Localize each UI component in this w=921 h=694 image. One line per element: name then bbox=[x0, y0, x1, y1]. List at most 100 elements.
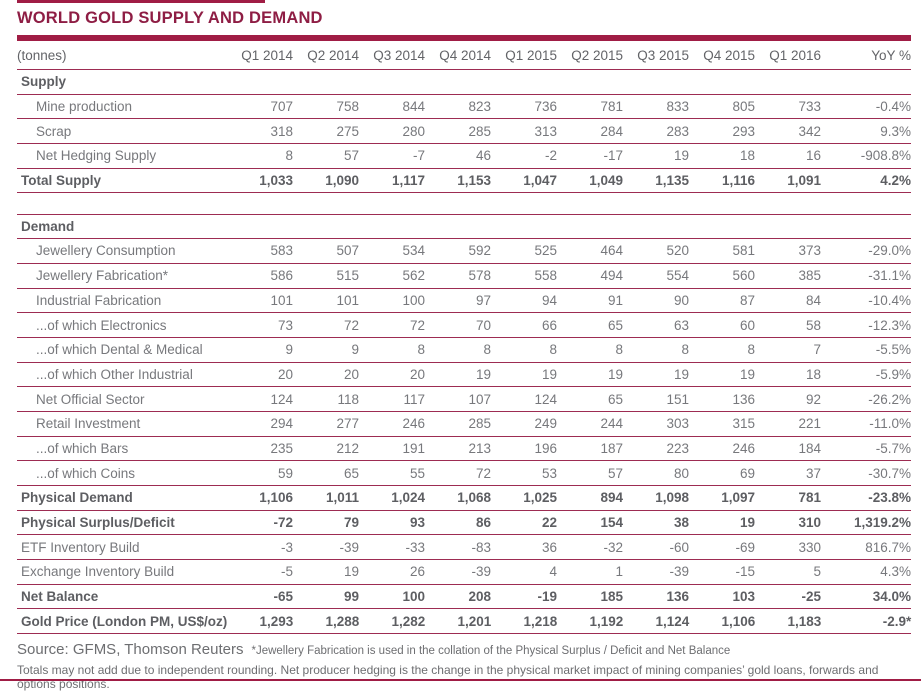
cell-value: 1,068 bbox=[457, 490, 491, 506]
cell-value: 8 bbox=[285, 148, 293, 164]
cell-value: 124 bbox=[270, 391, 293, 407]
footer: Source: GFMS, Thomson Reuters *Jewellery… bbox=[17, 641, 911, 691]
cell-value: 92 bbox=[805, 391, 821, 407]
cell-value: -17 bbox=[603, 148, 623, 164]
cell-value: 184 bbox=[798, 440, 821, 456]
cell-value: 72 bbox=[409, 317, 425, 333]
cell-value: -19 bbox=[537, 589, 557, 605]
cell-value: -23.8% bbox=[868, 490, 911, 506]
cell-value: 223 bbox=[666, 440, 689, 456]
top-edge-strip bbox=[17, 0, 265, 3]
source-line: Source: GFMS, Thomson Reuters *Jewellery… bbox=[17, 641, 911, 658]
cell-value: 525 bbox=[534, 243, 557, 259]
column-header: Q1 2016 bbox=[769, 47, 821, 63]
cell-value: 1,201 bbox=[457, 613, 492, 629]
cell-value: 1,011 bbox=[325, 490, 359, 506]
cell-value: 284 bbox=[600, 123, 623, 139]
cell-value: 520 bbox=[666, 243, 689, 259]
cell-value: 1,098 bbox=[655, 490, 689, 506]
cell-value: 833 bbox=[666, 99, 689, 115]
cell-value: -908.8% bbox=[860, 148, 911, 164]
table-row: ...of which Coins 59 65 55 72 53 57 80 69 37 -30.7… bbox=[17, 461, 911, 486]
cell-value: 581 bbox=[732, 243, 755, 259]
title-underline-bar bbox=[17, 35, 911, 41]
cell-value: 65 bbox=[607, 391, 623, 407]
table-row: Physical Surplus/Deficit -72 79 93 86 22 154 38… bbox=[17, 511, 911, 536]
cell-value: 303 bbox=[666, 416, 689, 432]
cell-value: -15 bbox=[735, 564, 755, 580]
cell-value: -5.9% bbox=[875, 366, 911, 382]
cell-value: 285 bbox=[468, 416, 491, 432]
cell-value: 53 bbox=[541, 465, 557, 481]
cell-value: 59 bbox=[277, 465, 293, 481]
page-title: WORLD GOLD SUPPLY AND DEMAND bbox=[17, 9, 323, 27]
cell-value: 313 bbox=[534, 123, 557, 139]
cell-value: 57 bbox=[607, 465, 623, 481]
row-label: Net Hedging Supply bbox=[36, 148, 157, 164]
cell-value: 19 bbox=[343, 564, 359, 580]
cell-value: -10.4% bbox=[868, 292, 911, 308]
cell-value: 213 bbox=[468, 440, 491, 456]
cell-value: -5.7% bbox=[875, 440, 911, 456]
cell-value: 151 bbox=[666, 391, 689, 407]
cell-value: 246 bbox=[402, 416, 425, 432]
cell-value: 507 bbox=[336, 243, 359, 259]
row-label: Physical Surplus/Deficit bbox=[21, 515, 175, 531]
cell-value: 19 bbox=[673, 148, 689, 164]
cell-value: 283 bbox=[666, 123, 689, 139]
table-row: Jewellery Fabrication* 586 515 562 578 558 494… bbox=[17, 264, 911, 289]
cell-value: 1,091 bbox=[787, 173, 821, 189]
row-label: Demand bbox=[21, 219, 75, 235]
cell-value: 554 bbox=[666, 268, 689, 284]
cell-value: 212 bbox=[336, 440, 359, 456]
cell-value: 1 bbox=[615, 564, 623, 580]
cell-value: 16 bbox=[805, 148, 821, 164]
table-row: ...of which Electronics 73 72 72 70 66 65 63 60 5… bbox=[17, 313, 911, 338]
cell-value: 93 bbox=[409, 515, 425, 531]
cell-value: 534 bbox=[402, 243, 425, 259]
cell-value: -7 bbox=[412, 148, 425, 164]
row-label: Net Balance bbox=[21, 589, 99, 605]
cell-value: 4 bbox=[549, 564, 557, 580]
row-label: Jewellery Fabrication* bbox=[36, 268, 169, 284]
cell-value: 8 bbox=[483, 342, 491, 358]
cell-value: 5 bbox=[813, 564, 821, 580]
cell-value: 342 bbox=[798, 123, 821, 139]
table-row: Scrap 318 275 280 285 313 284 283 293 342 9.3% bbox=[17, 119, 911, 145]
cell-value: 583 bbox=[270, 243, 293, 259]
cell-value: 1,047 bbox=[523, 173, 557, 189]
cell-value: 72 bbox=[475, 465, 491, 481]
cell-value: 1,124 bbox=[655, 613, 690, 629]
cell-value: 87 bbox=[739, 292, 755, 308]
cell-value: 19 bbox=[541, 366, 557, 382]
cell-value: -65 bbox=[273, 589, 293, 605]
cell-value: 46 bbox=[475, 148, 491, 164]
cell-value: 4.2% bbox=[880, 173, 911, 189]
cell-value: 1,192 bbox=[589, 613, 624, 629]
column-header: Q2 2014 bbox=[307, 47, 359, 63]
cell-value: 293 bbox=[732, 123, 755, 139]
cell-value: 1,319.2% bbox=[853, 515, 911, 531]
cell-value: 20 bbox=[343, 366, 359, 382]
cell-value: -2.9* bbox=[882, 613, 912, 629]
cell-value: 280 bbox=[402, 123, 425, 139]
cell-value: 1,288 bbox=[325, 613, 360, 629]
cell-value: 1,106 bbox=[259, 490, 293, 506]
cell-value: 330 bbox=[798, 539, 821, 555]
cell-value: 1,097 bbox=[721, 490, 755, 506]
cell-value: 8 bbox=[549, 342, 557, 358]
row-label: ...of which Electronics bbox=[36, 317, 167, 333]
column-header: Q2 2015 bbox=[571, 47, 623, 63]
cell-value: 18 bbox=[805, 366, 821, 382]
cell-value: 26 bbox=[409, 564, 425, 580]
cell-value: 294 bbox=[270, 416, 293, 432]
cell-value: -33 bbox=[405, 539, 425, 555]
cell-value: 97 bbox=[475, 292, 491, 308]
cell-value: 285 bbox=[468, 123, 491, 139]
row-label: Gold Price (London PM, US$/oz) bbox=[21, 613, 228, 629]
cell-value: 38 bbox=[673, 515, 689, 531]
cell-value: 249 bbox=[534, 416, 557, 432]
cell-value: 69 bbox=[739, 465, 755, 481]
cell-value: 101 bbox=[336, 292, 359, 308]
